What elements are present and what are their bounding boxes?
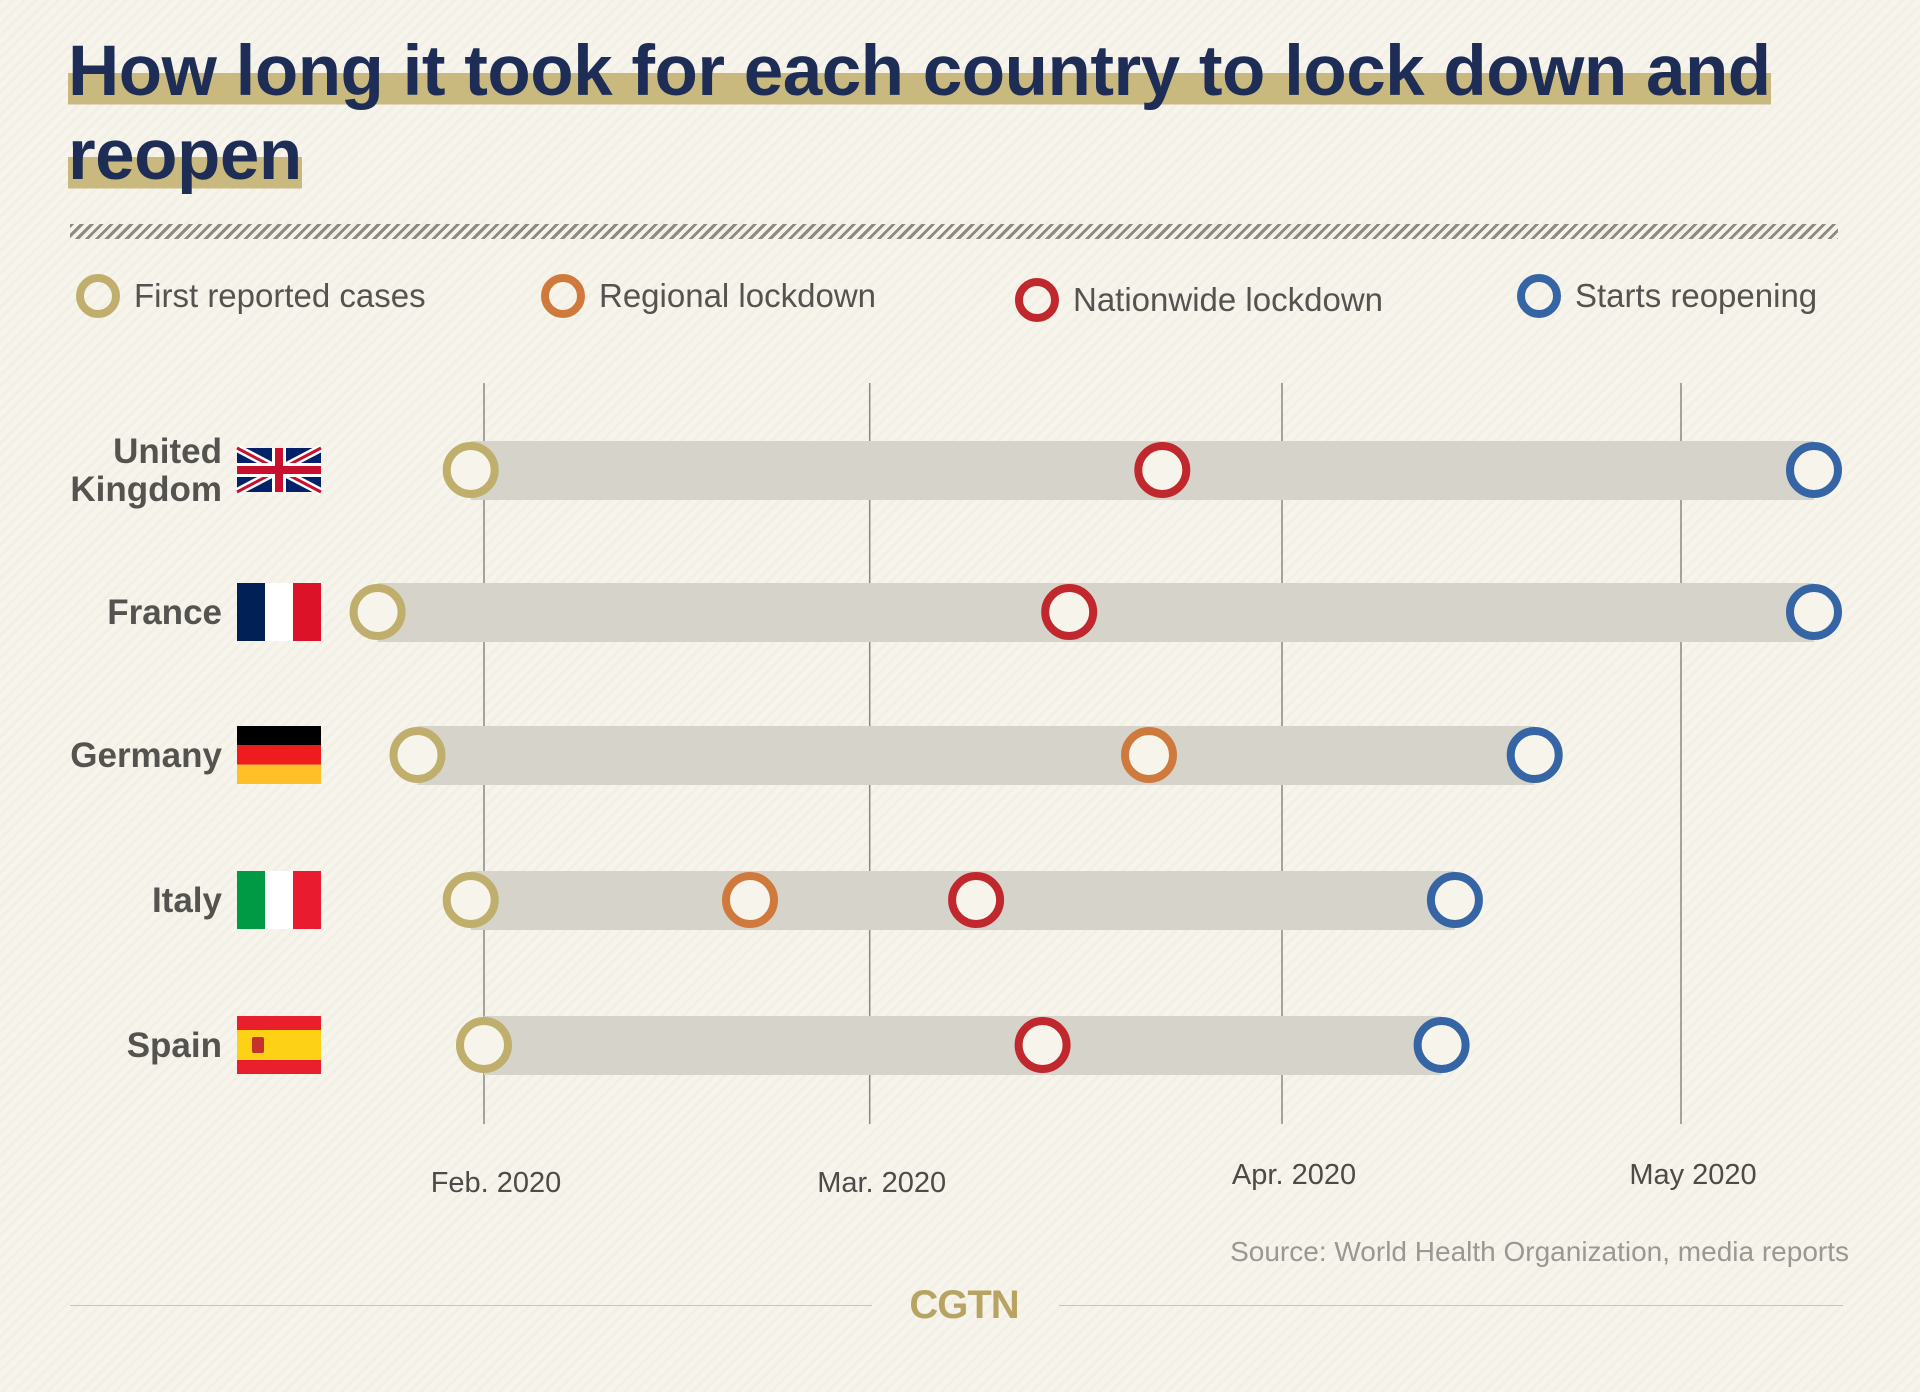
country-row: Germany	[70, 726, 1563, 785]
event-marker	[1786, 584, 1842, 640]
timeline-bar	[484, 1016, 1442, 1075]
country-label: Germany	[70, 736, 222, 775]
flag-stripe	[237, 1030, 321, 1060]
coat-of-arms	[252, 1037, 264, 1053]
source-note: Source: World Health Organization, media…	[1230, 1236, 1849, 1267]
legend-starts-reopening: Starts reopening	[1517, 274, 1817, 318]
germany-flag-icon	[237, 726, 321, 784]
flag-stripe	[293, 871, 321, 929]
country-row: France	[107, 583, 1842, 642]
country-label-line: Spain	[127, 1026, 222, 1065]
x-tick-label: Apr. 2020	[1232, 1159, 1356, 1191]
event-marker	[948, 872, 1005, 928]
x-tick-label: Mar. 2020	[817, 1167, 946, 1199]
legend-label: Nationwide lockdown	[1073, 281, 1384, 318]
flag-cross-red	[275, 448, 283, 492]
blue-ring-icon	[1517, 274, 1561, 318]
event-marker	[349, 584, 406, 640]
legend-label: Regional lockdown	[599, 277, 877, 314]
france-flag-icon	[237, 583, 321, 641]
chart-title: How long it took for each country to loc…	[68, 30, 1858, 198]
legend-label: Starts reopening	[1575, 277, 1818, 314]
event-marker	[1426, 872, 1483, 928]
flag-stripe	[237, 726, 321, 746]
event-marker	[442, 442, 499, 498]
country-row: Italy	[152, 871, 1483, 930]
country-label-line: Kingdom	[70, 470, 222, 509]
flag-stripe	[237, 871, 265, 929]
flag-stripe	[265, 583, 293, 641]
x-tick-label: Feb. 2020	[431, 1167, 562, 1199]
country-label: Spain	[127, 1026, 222, 1065]
event-marker	[1041, 584, 1098, 640]
country-label: United Kingdom	[70, 432, 222, 509]
flag-stripe	[237, 745, 321, 765]
legend-nationwide-lockdown: Nationwide lockdown	[1015, 278, 1383, 322]
legend-first-cases: First reported cases	[76, 274, 426, 318]
red-ring-icon	[1015, 278, 1059, 322]
country-row: United Kingdom	[70, 432, 1842, 509]
event-marker	[456, 1017, 512, 1073]
event-marker	[1506, 727, 1563, 783]
country-label: France	[107, 593, 222, 632]
country-label-line: Germany	[70, 736, 222, 775]
footer-line-right	[1059, 1305, 1843, 1306]
legend-regional-lockdown: Regional lockdown	[541, 274, 876, 318]
event-marker	[1014, 1017, 1071, 1073]
spain-flag-icon	[237, 1016, 321, 1074]
country-label: Italy	[152, 881, 223, 920]
country-label-line: Italy	[152, 881, 223, 920]
uk-flag-icon	[235, 444, 323, 496]
timeline-bar	[417, 726, 1535, 785]
cgtn-logo: CGTN	[909, 1283, 1019, 1327]
country-label-line: France	[107, 593, 222, 632]
event-marker	[1786, 442, 1842, 498]
legend-label: First reported cases	[134, 277, 426, 314]
event-marker	[442, 872, 499, 928]
country-label-line: United	[113, 432, 222, 471]
flag-stripe	[237, 583, 265, 641]
event-marker	[722, 872, 778, 928]
event-marker	[1413, 1017, 1470, 1073]
flag-stripe	[237, 764, 321, 784]
flag-stripe	[265, 871, 293, 929]
orange-ring-icon	[541, 274, 585, 318]
hatched-divider	[70, 224, 1838, 239]
flag-stripe	[293, 583, 321, 641]
event-marker	[1121, 727, 1177, 783]
italy-flag-icon	[237, 871, 321, 929]
gold-ring-icon	[76, 274, 120, 318]
country-row: Spain	[127, 1016, 1470, 1075]
event-marker	[389, 727, 446, 783]
footer-line-left	[70, 1305, 872, 1306]
event-marker	[1134, 442, 1191, 498]
x-tick-label: May 2020	[1629, 1159, 1756, 1191]
